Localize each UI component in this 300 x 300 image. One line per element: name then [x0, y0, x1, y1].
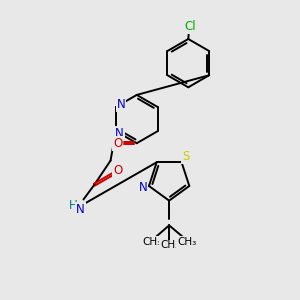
Text: N: N [117, 98, 125, 111]
Text: CH₃: CH₃ [160, 240, 179, 250]
Text: H: H [68, 200, 77, 212]
Text: N: N [115, 127, 124, 140]
Text: O: O [113, 164, 122, 177]
Text: CH₃: CH₃ [142, 237, 162, 247]
Text: S: S [182, 151, 190, 164]
Text: N: N [76, 203, 85, 216]
Text: N: N [139, 181, 148, 194]
Text: CH₃: CH₃ [177, 237, 196, 247]
Text: O: O [113, 137, 122, 150]
Text: Cl: Cl [184, 20, 196, 33]
